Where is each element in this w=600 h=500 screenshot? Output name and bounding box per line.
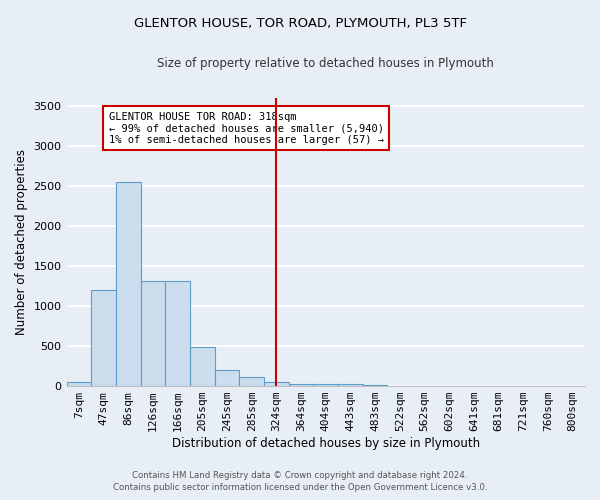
Text: GLENTOR HOUSE, TOR ROAD, PLYMOUTH, PL3 5TF: GLENTOR HOUSE, TOR ROAD, PLYMOUTH, PL3 5… [133,18,467,30]
X-axis label: Distribution of detached houses by size in Plymouth: Distribution of detached houses by size … [172,437,480,450]
Bar [140,282,165,386]
Bar [363,385,388,386]
Bar [289,384,313,386]
Bar [67,382,91,386]
Bar [313,384,338,386]
Bar [215,370,239,386]
Bar [264,382,289,386]
Bar [165,282,190,386]
Bar [116,182,140,386]
Title: Size of property relative to detached houses in Plymouth: Size of property relative to detached ho… [157,58,494,70]
Bar [91,290,116,386]
Bar [190,347,215,386]
Text: GLENTOR HOUSE TOR ROAD: 318sqm
← 99% of detached houses are smaller (5,940)
1% o: GLENTOR HOUSE TOR ROAD: 318sqm ← 99% of … [109,112,383,145]
Y-axis label: Number of detached properties: Number of detached properties [15,149,28,335]
Bar [338,384,363,386]
Bar [239,378,264,386]
Text: Contains HM Land Registry data © Crown copyright and database right 2024.
Contai: Contains HM Land Registry data © Crown c… [113,471,487,492]
